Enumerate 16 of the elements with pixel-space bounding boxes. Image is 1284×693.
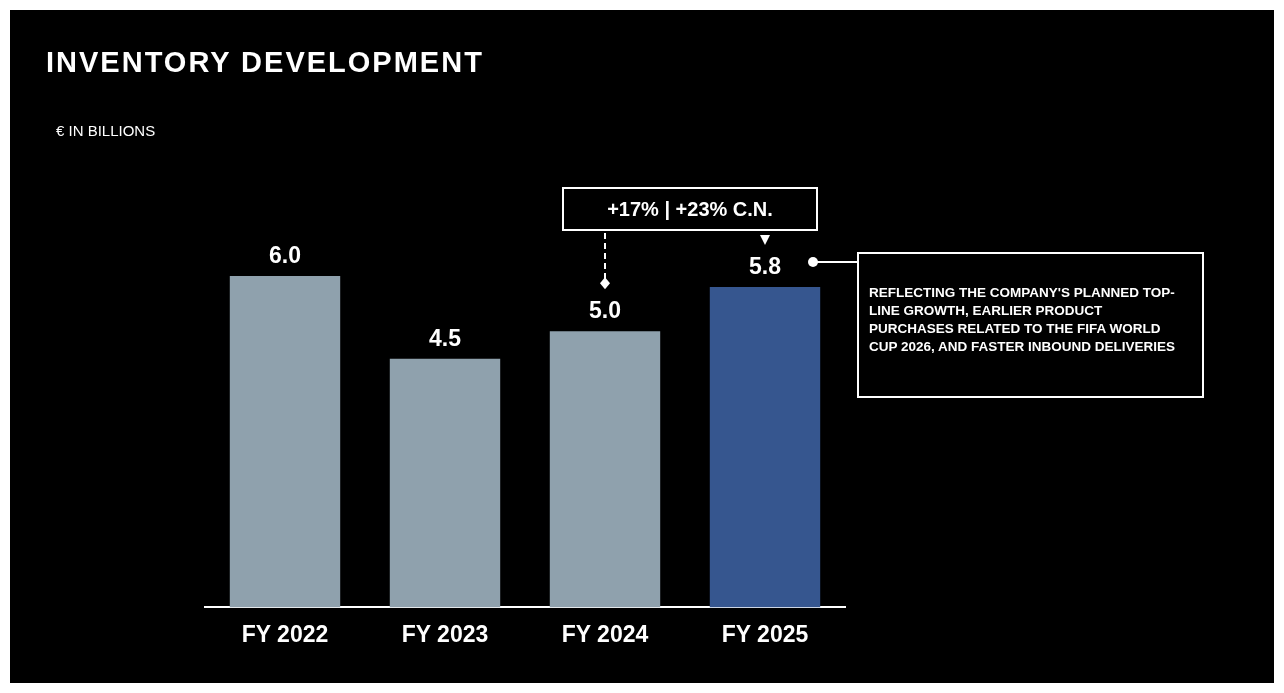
bar bbox=[229, 276, 341, 608]
data-label: 5.0 bbox=[589, 297, 621, 324]
text: +17% | +23% C.N. bbox=[562, 187, 818, 231]
data-label: 5.8 bbox=[749, 252, 782, 279]
text: REFLECTING THE COMPANY'S PLANNED TOP-LINE GROWTH, EARLIER PRODUCT PURCHASES RELATED TO THE FIFA WORLD CUP 2026, AND FASTER INBOUND DELIVERIES bbox=[857, 252, 1204, 398]
data-label: 4.5 bbox=[429, 324, 462, 351]
x-tick-label: FY 2023 bbox=[401, 620, 489, 647]
bar bbox=[709, 287, 821, 608]
bar bbox=[389, 358, 501, 608]
x-tick-label: FY 2024 bbox=[561, 620, 649, 647]
bar bbox=[549, 331, 661, 608]
x-tick-label: FY 2025 bbox=[721, 620, 809, 647]
chart-title: INVENTORY DEVELOPMENT bbox=[46, 46, 484, 79]
chart-subtitle: € IN BILLIONS bbox=[56, 122, 156, 139]
data-label: 6.0 bbox=[269, 241, 301, 268]
x-tick-label: FY 2022 bbox=[241, 620, 329, 647]
